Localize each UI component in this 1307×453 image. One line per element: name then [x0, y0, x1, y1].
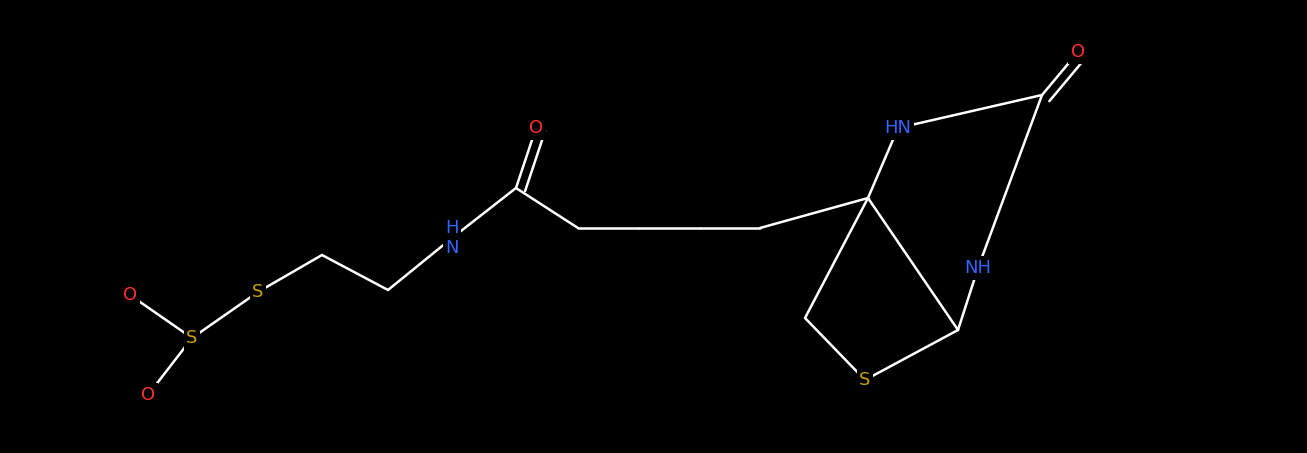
Text: O: O	[529, 119, 544, 137]
Text: O: O	[1070, 43, 1085, 61]
Text: O: O	[123, 286, 137, 304]
Text: S: S	[859, 371, 870, 389]
Text: NH: NH	[965, 259, 992, 277]
Text: H
N: H N	[446, 219, 459, 257]
Text: S: S	[187, 329, 197, 347]
Text: S: S	[252, 283, 264, 301]
Text: O: O	[141, 386, 156, 404]
Text: HN: HN	[885, 119, 911, 137]
